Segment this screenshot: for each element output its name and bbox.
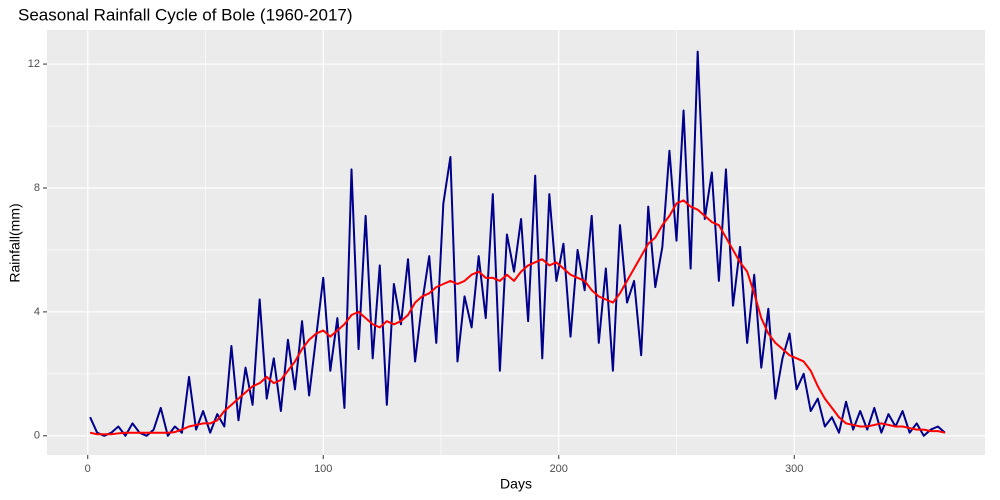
line [89,199,946,436]
x-tick-label: 100 [314,463,332,475]
y-tick-label: 12 [28,58,40,70]
x-tick-label: 200 [550,463,568,475]
y-tick-label: 4 [34,306,40,318]
y-tick-label: 8 [34,182,40,194]
x-tick-label: 300 [785,463,803,475]
y-tick-label: 0 [34,430,40,442]
y-axis-label: Rainfall(mm) [7,203,23,282]
plot-panel [47,30,985,455]
x-axis-label: Days [500,476,532,492]
chart-title: Seasonal Rainfall Cycle of Bole (1960-20… [18,5,353,24]
x-tick-label: 0 [85,463,91,475]
line [89,50,946,437]
